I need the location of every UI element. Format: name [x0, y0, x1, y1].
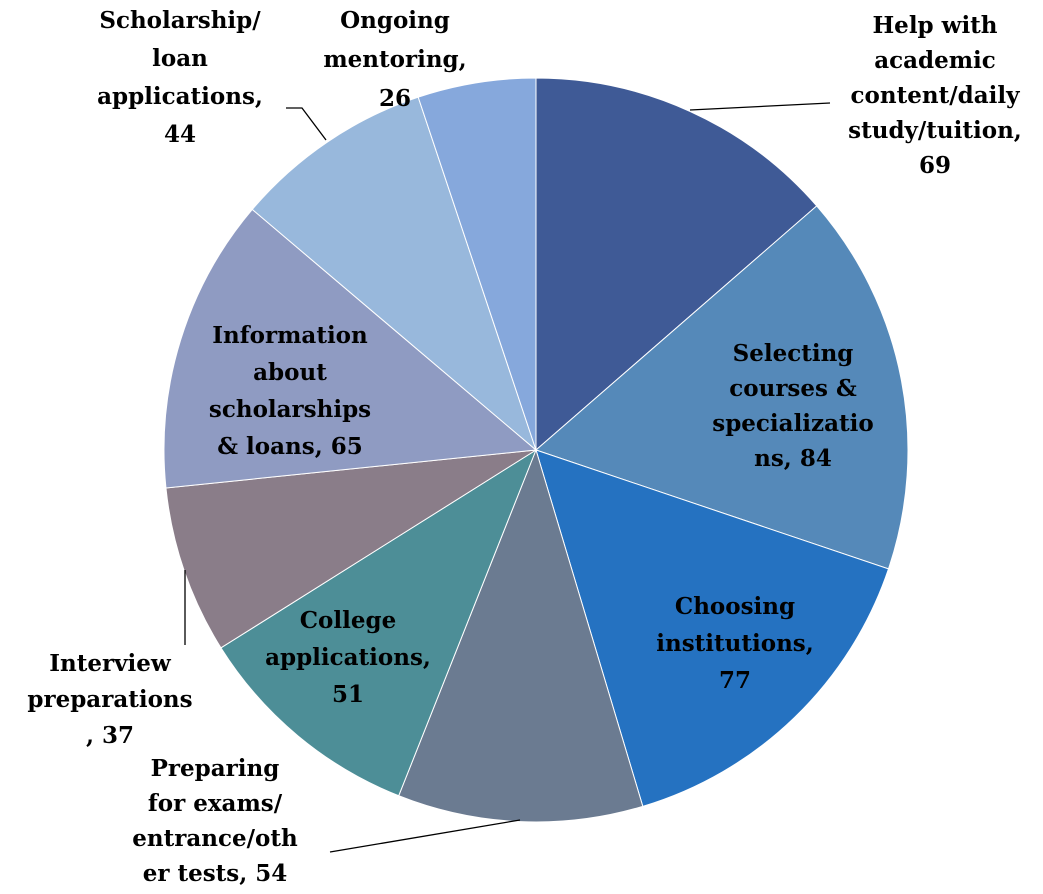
pie	[163, 77, 909, 823]
pie-slice	[165, 449, 537, 649]
data-label: 26	[379, 85, 411, 112]
data-label: er tests, 54	[143, 860, 288, 887]
data-label: about	[253, 359, 327, 386]
data-label: Choosing	[675, 593, 795, 620]
data-label: courses &	[729, 375, 857, 402]
data-label: mentoring,	[323, 46, 466, 73]
data-label: academic	[874, 47, 996, 74]
data-label: Ongoing	[340, 7, 450, 34]
data-label: & loans, 65	[217, 433, 362, 460]
data-label: study/tuition,	[848, 117, 1022, 144]
data-label: content/daily	[851, 82, 1021, 109]
pie-slice	[163, 208, 538, 489]
data-label: College	[300, 607, 396, 634]
data-label: 69	[919, 152, 951, 179]
data-label: 77	[719, 667, 751, 694]
pie-slice	[417, 77, 537, 451]
data-label: entrance/oth	[132, 825, 298, 852]
pie-slice	[535, 77, 818, 452]
pie-slice	[535, 205, 909, 570]
data-label: applications,	[97, 83, 263, 110]
data-label: applications,	[265, 644, 431, 671]
data-label: specializatio	[712, 410, 873, 437]
data-label: Information	[212, 322, 368, 349]
data-label: ns, 84	[754, 445, 832, 472]
pie-slice	[398, 448, 644, 823]
leader-line	[689, 102, 831, 111]
data-label: for exams/	[148, 790, 283, 817]
data-label: Preparing	[151, 755, 280, 782]
data-label: Interview	[49, 650, 172, 677]
data-label: Help with	[872, 12, 997, 39]
pie-slice	[535, 449, 890, 807]
data-label: scholarships	[209, 396, 371, 423]
leader-line	[329, 819, 521, 853]
data-label: preparations	[27, 686, 192, 713]
data-label: , 37	[86, 722, 134, 749]
data-label: 44	[164, 121, 196, 148]
leader-line	[286, 107, 327, 141]
data-label: loan	[152, 45, 208, 72]
data-label: Scholarship/	[99, 7, 261, 34]
pie-slice	[251, 96, 538, 452]
data-label: Selecting	[733, 340, 854, 367]
pie-slice	[220, 448, 538, 797]
labels: Help with academic content/daily study/tuit…	[27, 7, 1021, 887]
data-label: institutions,	[656, 630, 814, 657]
data-label: 51	[332, 681, 364, 708]
